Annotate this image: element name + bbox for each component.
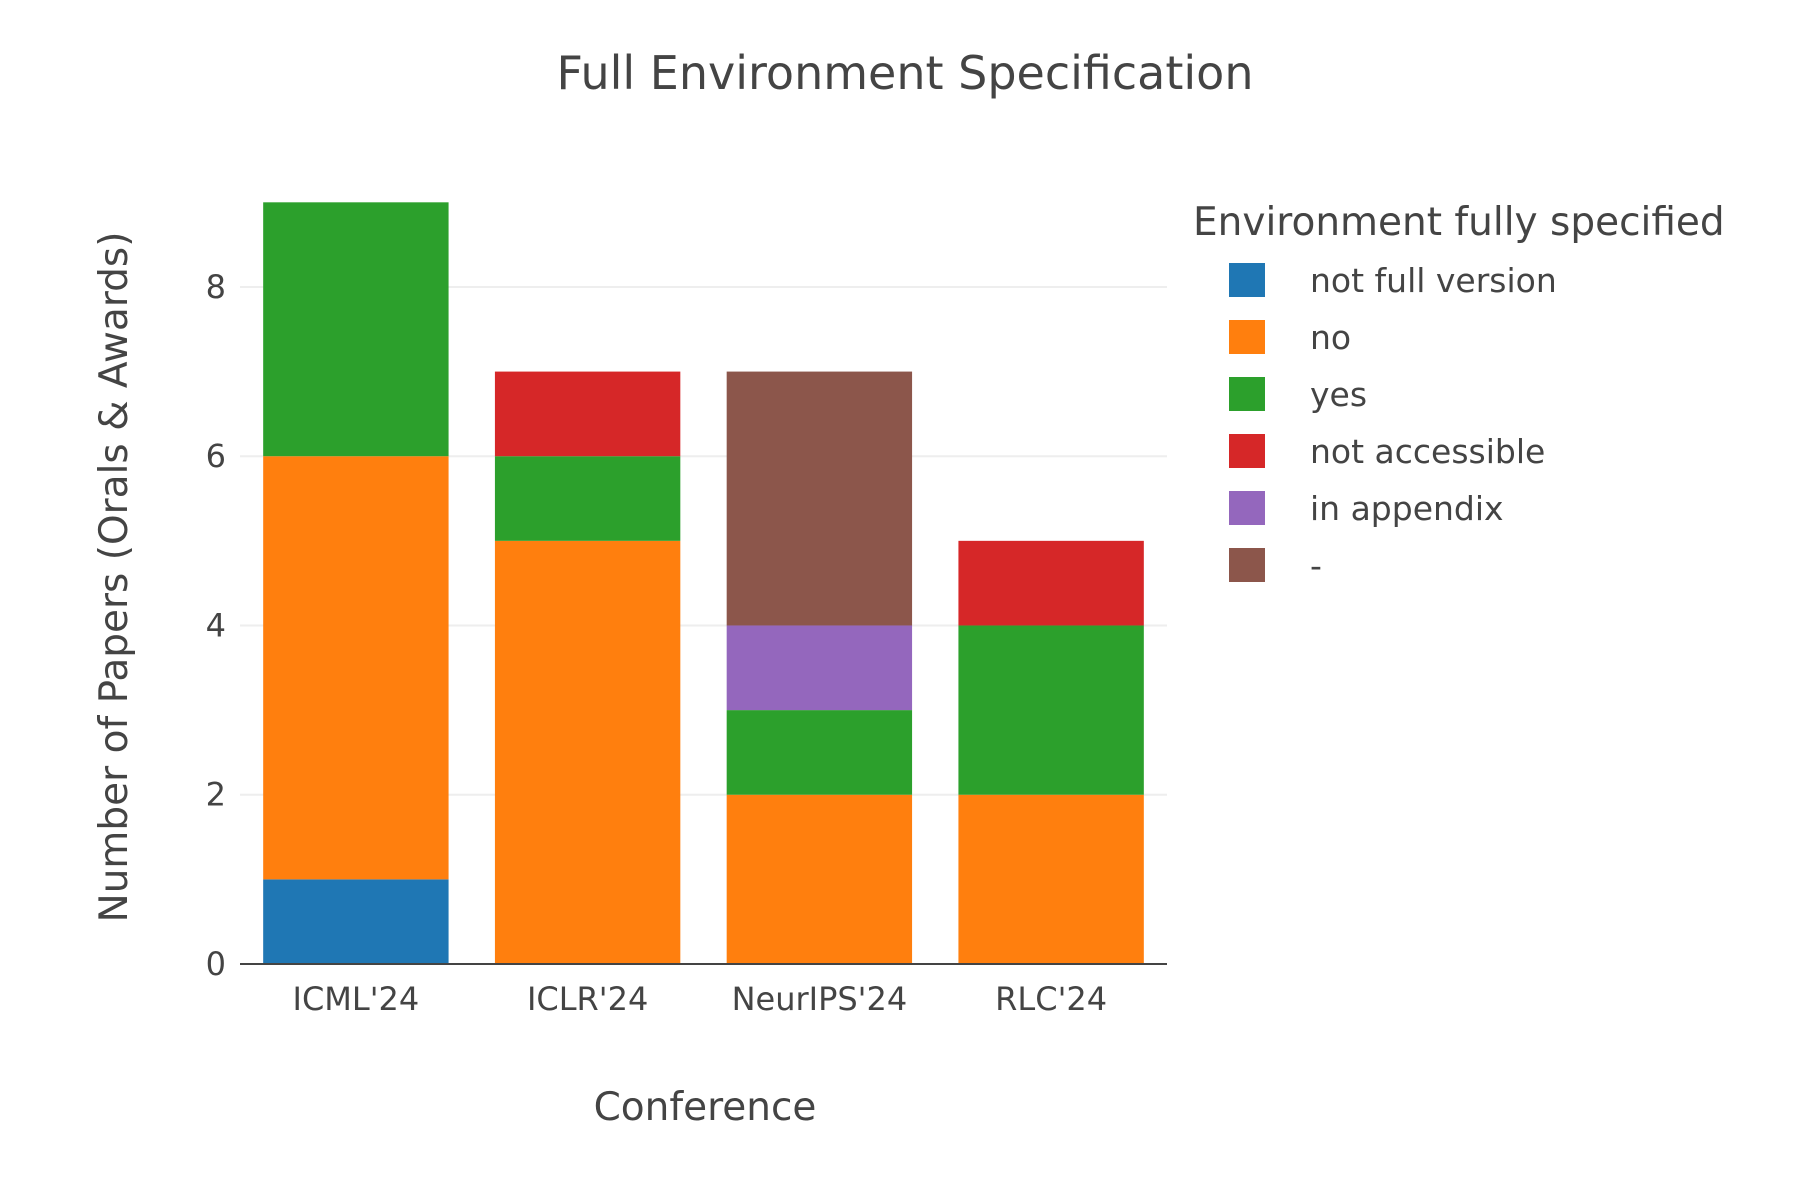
x-axis-title: Conference [594, 1085, 817, 1130]
legend-label: in appendix [1310, 489, 1504, 528]
x-tick-label: ICLR'24 [527, 980, 648, 1018]
legend-swatch [1229, 548, 1265, 582]
bar-segment [263, 202, 449, 457]
bar-segment [263, 456, 449, 880]
y-tick-label: 0 [206, 945, 226, 983]
bars [263, 202, 1144, 964]
y-tick-label: 2 [206, 776, 226, 814]
bar-segment [726, 625, 913, 711]
legend-label: no [1310, 318, 1351, 357]
bar-segment [726, 794, 913, 964]
bar-segment [958, 540, 1144, 626]
x-axis-ticks: ICML'24 ICLR'24 NeurIPS'24 RLC'24 [293, 980, 1108, 1018]
y-axis-ticks: 0 2 4 6 8 [206, 268, 226, 983]
legend-swatch [1229, 434, 1265, 468]
legend-title: Environment fully specified [1193, 200, 1725, 245]
y-tick-label: 8 [206, 268, 226, 306]
legend-label: yes [1310, 375, 1367, 414]
y-tick-label: 4 [206, 606, 226, 644]
legend-label: not full version [1310, 261, 1557, 300]
x-tick-label: ICML'24 [293, 980, 420, 1018]
bar-segment [726, 371, 913, 626]
bar-segment [494, 540, 681, 964]
y-axis-title: Number of Papers (Orals & Awards) [92, 232, 137, 923]
legend-swatch [1229, 263, 1265, 297]
bar-segment [958, 625, 1144, 795]
legend-swatch [1229, 491, 1265, 525]
x-tick-label: RLC'24 [995, 980, 1107, 1018]
legend-label: not accessible [1310, 432, 1545, 471]
legend: Environment fully specified not full ver… [1193, 200, 1725, 585]
bar-segment [263, 879, 449, 964]
legend-label: - [1310, 546, 1322, 585]
bar-segment [726, 710, 913, 795]
legend-swatch [1229, 377, 1265, 411]
chart-title: Full Environment Specification [557, 46, 1254, 100]
legend-swatch [1229, 320, 1265, 354]
bar-segment [494, 371, 681, 457]
legend-items: not full version no yes not accessible in ap… [1229, 261, 1557, 585]
x-tick-label: NeurIPS'24 [732, 980, 908, 1018]
bar-segment [958, 794, 1144, 964]
bar-segment [494, 456, 681, 541]
y-tick-label: 6 [206, 437, 226, 475]
